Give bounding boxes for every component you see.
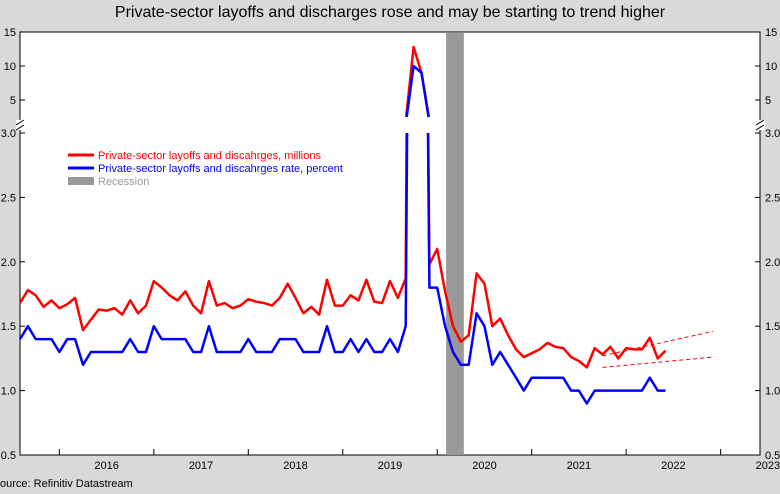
x-tick-label-2020: 2020 (472, 460, 496, 472)
series-line-blue-part-0 (18, 132, 409, 367)
y-tick-label-right: 15 (765, 27, 777, 39)
y-tick-label-right: 3.0 (765, 128, 780, 140)
left-axis-break-gap (16, 120, 26, 130)
y-tick-label-right: 1.0 (765, 386, 780, 398)
y-tick-label-left: 2.5 (1, 192, 16, 204)
plot-area (19, 31, 761, 456)
series-line-blue-part-2 (426, 132, 666, 405)
trend-line-0 (602, 356, 713, 368)
series-line-blue-part-1 (405, 64, 430, 118)
x-tick-label-2021: 2021 (567, 460, 591, 472)
y-tick-label-left: 2.0 (1, 257, 16, 269)
legend-swatch-recession (68, 177, 94, 185)
legend-label-blue-series: Private-sector layoffs and discahrges ra… (98, 163, 343, 175)
trend-line-1 (602, 330, 713, 357)
recession-band (446, 33, 464, 455)
series-line-red-part-2 (426, 132, 667, 369)
axis-break-mark-left-0 (15, 119, 25, 126)
series-line-red-part-0 (18, 132, 408, 332)
y-tick-label-right: 1.5 (765, 321, 780, 333)
y-tick-label-left: 5 (10, 95, 16, 107)
legend-label-recession: Recession (98, 176, 149, 188)
x-tick-label-2016: 2016 (94, 460, 118, 472)
axis-break-mark-right-1 (755, 124, 765, 131)
y-tick-label-left: 0.5 (1, 450, 16, 462)
right-axis-break-gap (755, 120, 765, 130)
y-tick-label-right: 10 (765, 61, 777, 73)
axis-break-mark-right-0 (755, 119, 765, 126)
legend-label-red-series: Private-sector layoffs and discahrges, m… (98, 150, 321, 162)
y-tick-label-right: 0.5 (765, 450, 780, 462)
x-tick-label-2019: 2019 (378, 460, 402, 472)
y-tick-label-left: 10 (4, 61, 16, 73)
axis-break-mark-left-1 (15, 124, 25, 131)
x-tick-label-2022: 2022 (661, 460, 685, 472)
chart-source: ource: Refinitiv Datastream (0, 478, 133, 490)
y-tick-label-left: 1.5 (1, 321, 16, 333)
y-tick-label-left: 3.0 (1, 128, 16, 140)
x-tick-label-2023: 2023 (756, 460, 780, 472)
chart-title: Private-sector layoffs and discharges ro… (114, 4, 666, 21)
y-tick-label-right: 2.0 (765, 257, 780, 269)
y-tick-label-right: 5 (765, 95, 771, 107)
x-tick-label-2017: 2017 (189, 460, 213, 472)
x-tick-label-2018: 2018 (283, 460, 307, 472)
y-tick-label-left: 15 (4, 27, 16, 39)
y-tick-label-right: 2.5 (765, 192, 780, 204)
y-tick-label-left: 1.0 (1, 386, 16, 398)
